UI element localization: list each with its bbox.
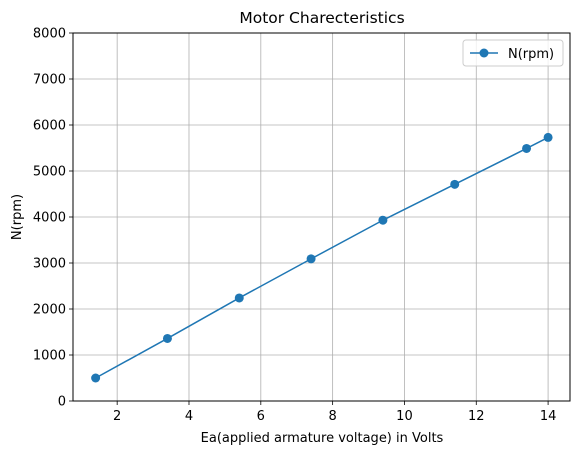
legend-marker-swatch xyxy=(479,48,489,58)
grid xyxy=(73,32,570,402)
data-point xyxy=(450,179,460,189)
y-tick-label: 3000 xyxy=(33,257,66,272)
x-tick-label: 12 xyxy=(468,409,485,424)
x-axis-label: Ea(applied armature voltage) in Volts xyxy=(201,431,444,446)
x-tick-label: 10 xyxy=(396,409,413,424)
chart-title: Motor Charecteristics xyxy=(239,9,404,27)
y-tick-label: 8000 xyxy=(33,27,66,42)
legend-box xyxy=(462,39,564,67)
x-tick-label: 4 xyxy=(185,409,193,424)
y-tick-label: 5000 xyxy=(33,165,66,180)
x-tick-label: 6 xyxy=(257,409,265,424)
y-axis-ticks: 0 1000 2000 3000 4000 5000 6000 7000 8000 xyxy=(33,27,73,410)
legend-label: N(rpm) xyxy=(508,47,554,62)
x-tick-label: 2 xyxy=(113,409,121,424)
data-point xyxy=(234,293,244,303)
y-tick-label: 7000 xyxy=(33,73,66,88)
x-tick-label: 8 xyxy=(328,409,336,424)
y-axis-label: N(rpm) xyxy=(10,194,25,240)
y-tick-label: 2000 xyxy=(33,303,66,318)
y-tick-label: 1000 xyxy=(33,349,66,364)
data-point xyxy=(91,373,101,383)
series-layer xyxy=(91,132,553,383)
x-axis-ticks: 2 4 6 8 10 12 14 xyxy=(113,401,556,424)
x-tick-label: 14 xyxy=(540,409,557,424)
data-point xyxy=(522,143,532,153)
data-point xyxy=(306,254,316,264)
legend: N(rpm) xyxy=(462,39,564,67)
series-line xyxy=(95,136,549,379)
data-point xyxy=(378,215,388,225)
y-tick-label: 4000 xyxy=(33,211,66,226)
y-tick-label: 0 xyxy=(58,395,66,410)
data-point xyxy=(162,333,172,343)
y-tick-label: 6000 xyxy=(33,119,66,134)
data-point xyxy=(543,132,553,142)
